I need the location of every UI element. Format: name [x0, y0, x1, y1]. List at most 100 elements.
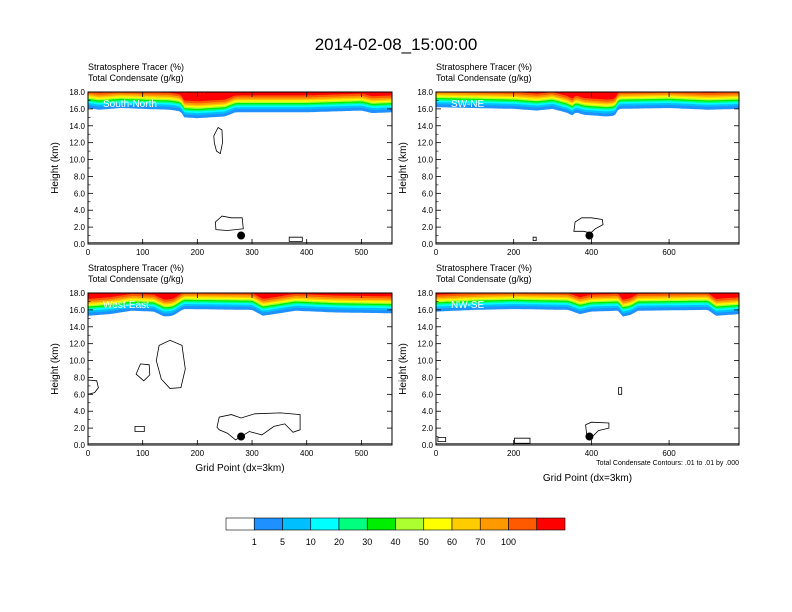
- x-tick-label: 0: [434, 449, 439, 458]
- x-tick-label: 600: [662, 248, 676, 257]
- colorbar-label: 20: [334, 537, 344, 547]
- x-tick-label: 100: [136, 449, 150, 458]
- x-tick-label: 300: [245, 248, 259, 257]
- y-tick-label: 16.0: [417, 105, 433, 114]
- panel-2: Stratosphere Tracer (%)Total Condensate …: [398, 62, 740, 257]
- y-tick-label: 0.0: [74, 240, 86, 249]
- y-tick-label: 12.0: [69, 139, 85, 148]
- tracer-band-11: [436, 92, 739, 100]
- tracer-band-11: [436, 293, 739, 300]
- y-tick-label: 4.0: [74, 206, 86, 215]
- y-tick-label: 12.0: [69, 340, 85, 349]
- condensate-contour: [213, 126, 223, 155]
- y-tick-label: 12.0: [417, 139, 433, 148]
- contour-footnote: Total Condensate Contours: .01 to .01 by…: [596, 460, 739, 467]
- condensate-contour: [437, 437, 447, 442]
- y-tick-label: 4.0: [422, 407, 434, 416]
- x-tick-label: 0: [434, 248, 439, 257]
- y-tick-label: 14.0: [69, 323, 85, 332]
- colorbar-label: 40: [390, 537, 400, 547]
- x-tick-label: 500: [355, 248, 369, 257]
- y-tick-label: 0.0: [74, 441, 86, 450]
- y-tick-label: 10.0: [69, 357, 85, 366]
- condensate-contour: [214, 215, 244, 231]
- y-tick-label: 16.0: [69, 306, 85, 315]
- x-tick-label: 400: [300, 248, 314, 257]
- y-axis-label: Height (km): [50, 142, 61, 194]
- colorbar-label: 70: [475, 537, 485, 547]
- tracer-field: [436, 92, 739, 244]
- x-tick-label: 0: [86, 248, 91, 257]
- y-tick-label: 6.0: [422, 189, 434, 198]
- location-marker: [585, 231, 594, 240]
- x-tick-label: 0: [86, 449, 91, 458]
- colorbar-label: 1: [252, 537, 257, 547]
- condensate-contour: [514, 437, 531, 444]
- colorbar-box: [508, 517, 538, 531]
- condensate-contour: [216, 412, 301, 441]
- y-tick-label: 10.0: [69, 156, 85, 165]
- x-tick-label: 400: [585, 449, 599, 458]
- colorbar-box: [225, 517, 255, 531]
- x-tick-label: 200: [191, 449, 205, 458]
- colorbar-label: 100: [501, 537, 516, 547]
- y-tick-label: 8.0: [422, 172, 434, 181]
- x-tick-label: 200: [507, 248, 521, 257]
- panel-3: Stratosphere Tracer (%)Total Condensate …: [50, 263, 393, 474]
- y-tick-label: 8.0: [74, 373, 86, 382]
- colorbar-label: 5: [280, 537, 285, 547]
- figure-title: 2014-02-08_15:00:00: [315, 35, 478, 54]
- y-tick-label: 0.0: [422, 441, 434, 450]
- x-tick-label: 200: [191, 248, 205, 257]
- y-tick-label: 6.0: [74, 189, 86, 198]
- location-marker: [585, 432, 594, 441]
- y-tick-label: 4.0: [422, 206, 434, 215]
- x-tick-label: 200: [507, 449, 521, 458]
- x-tick-label: 600: [662, 449, 676, 458]
- y-axis-label: Height (km): [398, 142, 409, 194]
- y-tick-label: 14.0: [69, 122, 85, 131]
- y-tick-label: 18.0: [417, 88, 433, 97]
- condensate-contour: [618, 387, 623, 395]
- colorbar-box: [451, 517, 481, 531]
- tracer-field: [88, 293, 392, 445]
- panel-title-condensate: Total Condensate (g/kg): [88, 73, 184, 83]
- plot-background: [436, 92, 739, 244]
- condensate-contour: [135, 363, 151, 382]
- colorbar-box: [423, 517, 453, 531]
- plot-background: [88, 92, 392, 244]
- y-tick-label: 18.0: [69, 88, 85, 97]
- panels: Stratosphere Tracer (%)Total Condensate …: [50, 62, 740, 484]
- y-tick-label: 2.0: [74, 424, 86, 433]
- colorbar-label: 60: [447, 537, 457, 547]
- x-tick-label: 400: [300, 449, 314, 458]
- condensate-contour: [134, 426, 145, 432]
- panel-title-condensate: Total Condensate (g/kg): [436, 274, 532, 284]
- panel-label: NW-SE: [451, 300, 484, 311]
- colorbar: 1 5 10 20 30 40 50 60 70 100: [225, 517, 566, 547]
- colorbar-label: 10: [306, 537, 316, 547]
- y-tick-label: 16.0: [69, 105, 85, 114]
- tracer-field: [436, 293, 739, 445]
- panel-label: West-East: [103, 300, 149, 311]
- plot-background: [436, 293, 739, 445]
- y-tick-label: 14.0: [417, 122, 433, 131]
- y-tick-label: 18.0: [417, 289, 433, 298]
- y-tick-label: 10.0: [417, 156, 433, 165]
- panel-4: Stratosphere Tracer (%)Total Condensate …: [398, 263, 740, 484]
- x-tick-label: 500: [355, 449, 369, 458]
- plot-background: [88, 293, 392, 445]
- panel-title-tracer: Stratosphere Tracer (%): [88, 263, 184, 273]
- y-tick-label: 8.0: [422, 373, 434, 382]
- y-tick-label: 2.0: [422, 223, 434, 232]
- colorbar-box: [395, 517, 425, 531]
- condensate-contour: [155, 339, 186, 389]
- panel-title-condensate: Total Condensate (g/kg): [88, 274, 184, 284]
- y-tick-label: 12.0: [417, 340, 433, 349]
- colorbar-box: [338, 517, 368, 531]
- colorbar-label: 50: [419, 537, 429, 547]
- y-tick-label: 6.0: [74, 390, 86, 399]
- panel-label: South-North: [103, 99, 157, 110]
- location-marker: [237, 231, 246, 240]
